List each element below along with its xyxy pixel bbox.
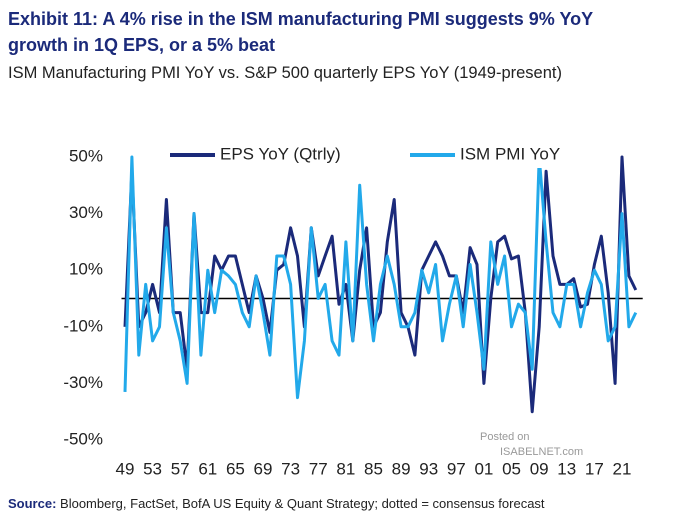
y-tick-label: -50% bbox=[63, 429, 103, 448]
x-tick-label: 05 bbox=[502, 459, 521, 478]
x-tick-label: 85 bbox=[364, 459, 383, 478]
series-line bbox=[123, 155, 638, 414]
x-tick-label: 17 bbox=[585, 459, 604, 478]
chart-subtitle: ISM Manufacturing PMI YoY vs. S&P 500 qu… bbox=[8, 64, 562, 82]
x-tick-label: 89 bbox=[392, 459, 411, 478]
x-tick-label: 13 bbox=[557, 459, 576, 478]
x-tick-label: 49 bbox=[115, 459, 134, 478]
x-tick-label: 09 bbox=[530, 459, 549, 478]
legend-label: EPS YoY (Qtrly) bbox=[220, 144, 341, 163]
y-tick-label: 50% bbox=[69, 146, 103, 165]
x-tick-label: 77 bbox=[309, 459, 328, 478]
x-tick-label: 21 bbox=[613, 459, 632, 478]
x-tick-label: 61 bbox=[198, 459, 217, 478]
x-tick-label: 01 bbox=[474, 459, 493, 478]
watermark: ISABELNET.com bbox=[500, 446, 583, 458]
x-tick-label: 81 bbox=[336, 459, 355, 478]
source-note: Source: Bloomberg, FactSet, BofA US Equi… bbox=[8, 496, 545, 511]
y-tick-label: -10% bbox=[63, 316, 103, 335]
x-tick-label: 97 bbox=[447, 459, 466, 478]
chart-title: Exhibit 11: A 4% rise in the ISM manufac… bbox=[8, 9, 593, 55]
x-tick-label: 65 bbox=[226, 459, 245, 478]
x-tick-label: 57 bbox=[171, 459, 190, 478]
legend-label: ISM PMI YoY bbox=[460, 144, 560, 163]
x-tick-label: 73 bbox=[281, 459, 300, 478]
watermark: Posted on bbox=[480, 431, 530, 443]
series-line bbox=[123, 155, 638, 400]
source-text: Bloomberg, FactSet, BofA US Equity & Qua… bbox=[60, 496, 545, 511]
x-tick-label: 93 bbox=[419, 459, 438, 478]
y-tick-label: 30% bbox=[69, 203, 103, 222]
x-tick-label: 53 bbox=[143, 459, 162, 478]
y-tick-label: -30% bbox=[63, 373, 103, 392]
x-tick-label: 69 bbox=[254, 459, 273, 478]
y-tick-label: 10% bbox=[69, 260, 103, 279]
source-label: Source: bbox=[8, 496, 57, 511]
